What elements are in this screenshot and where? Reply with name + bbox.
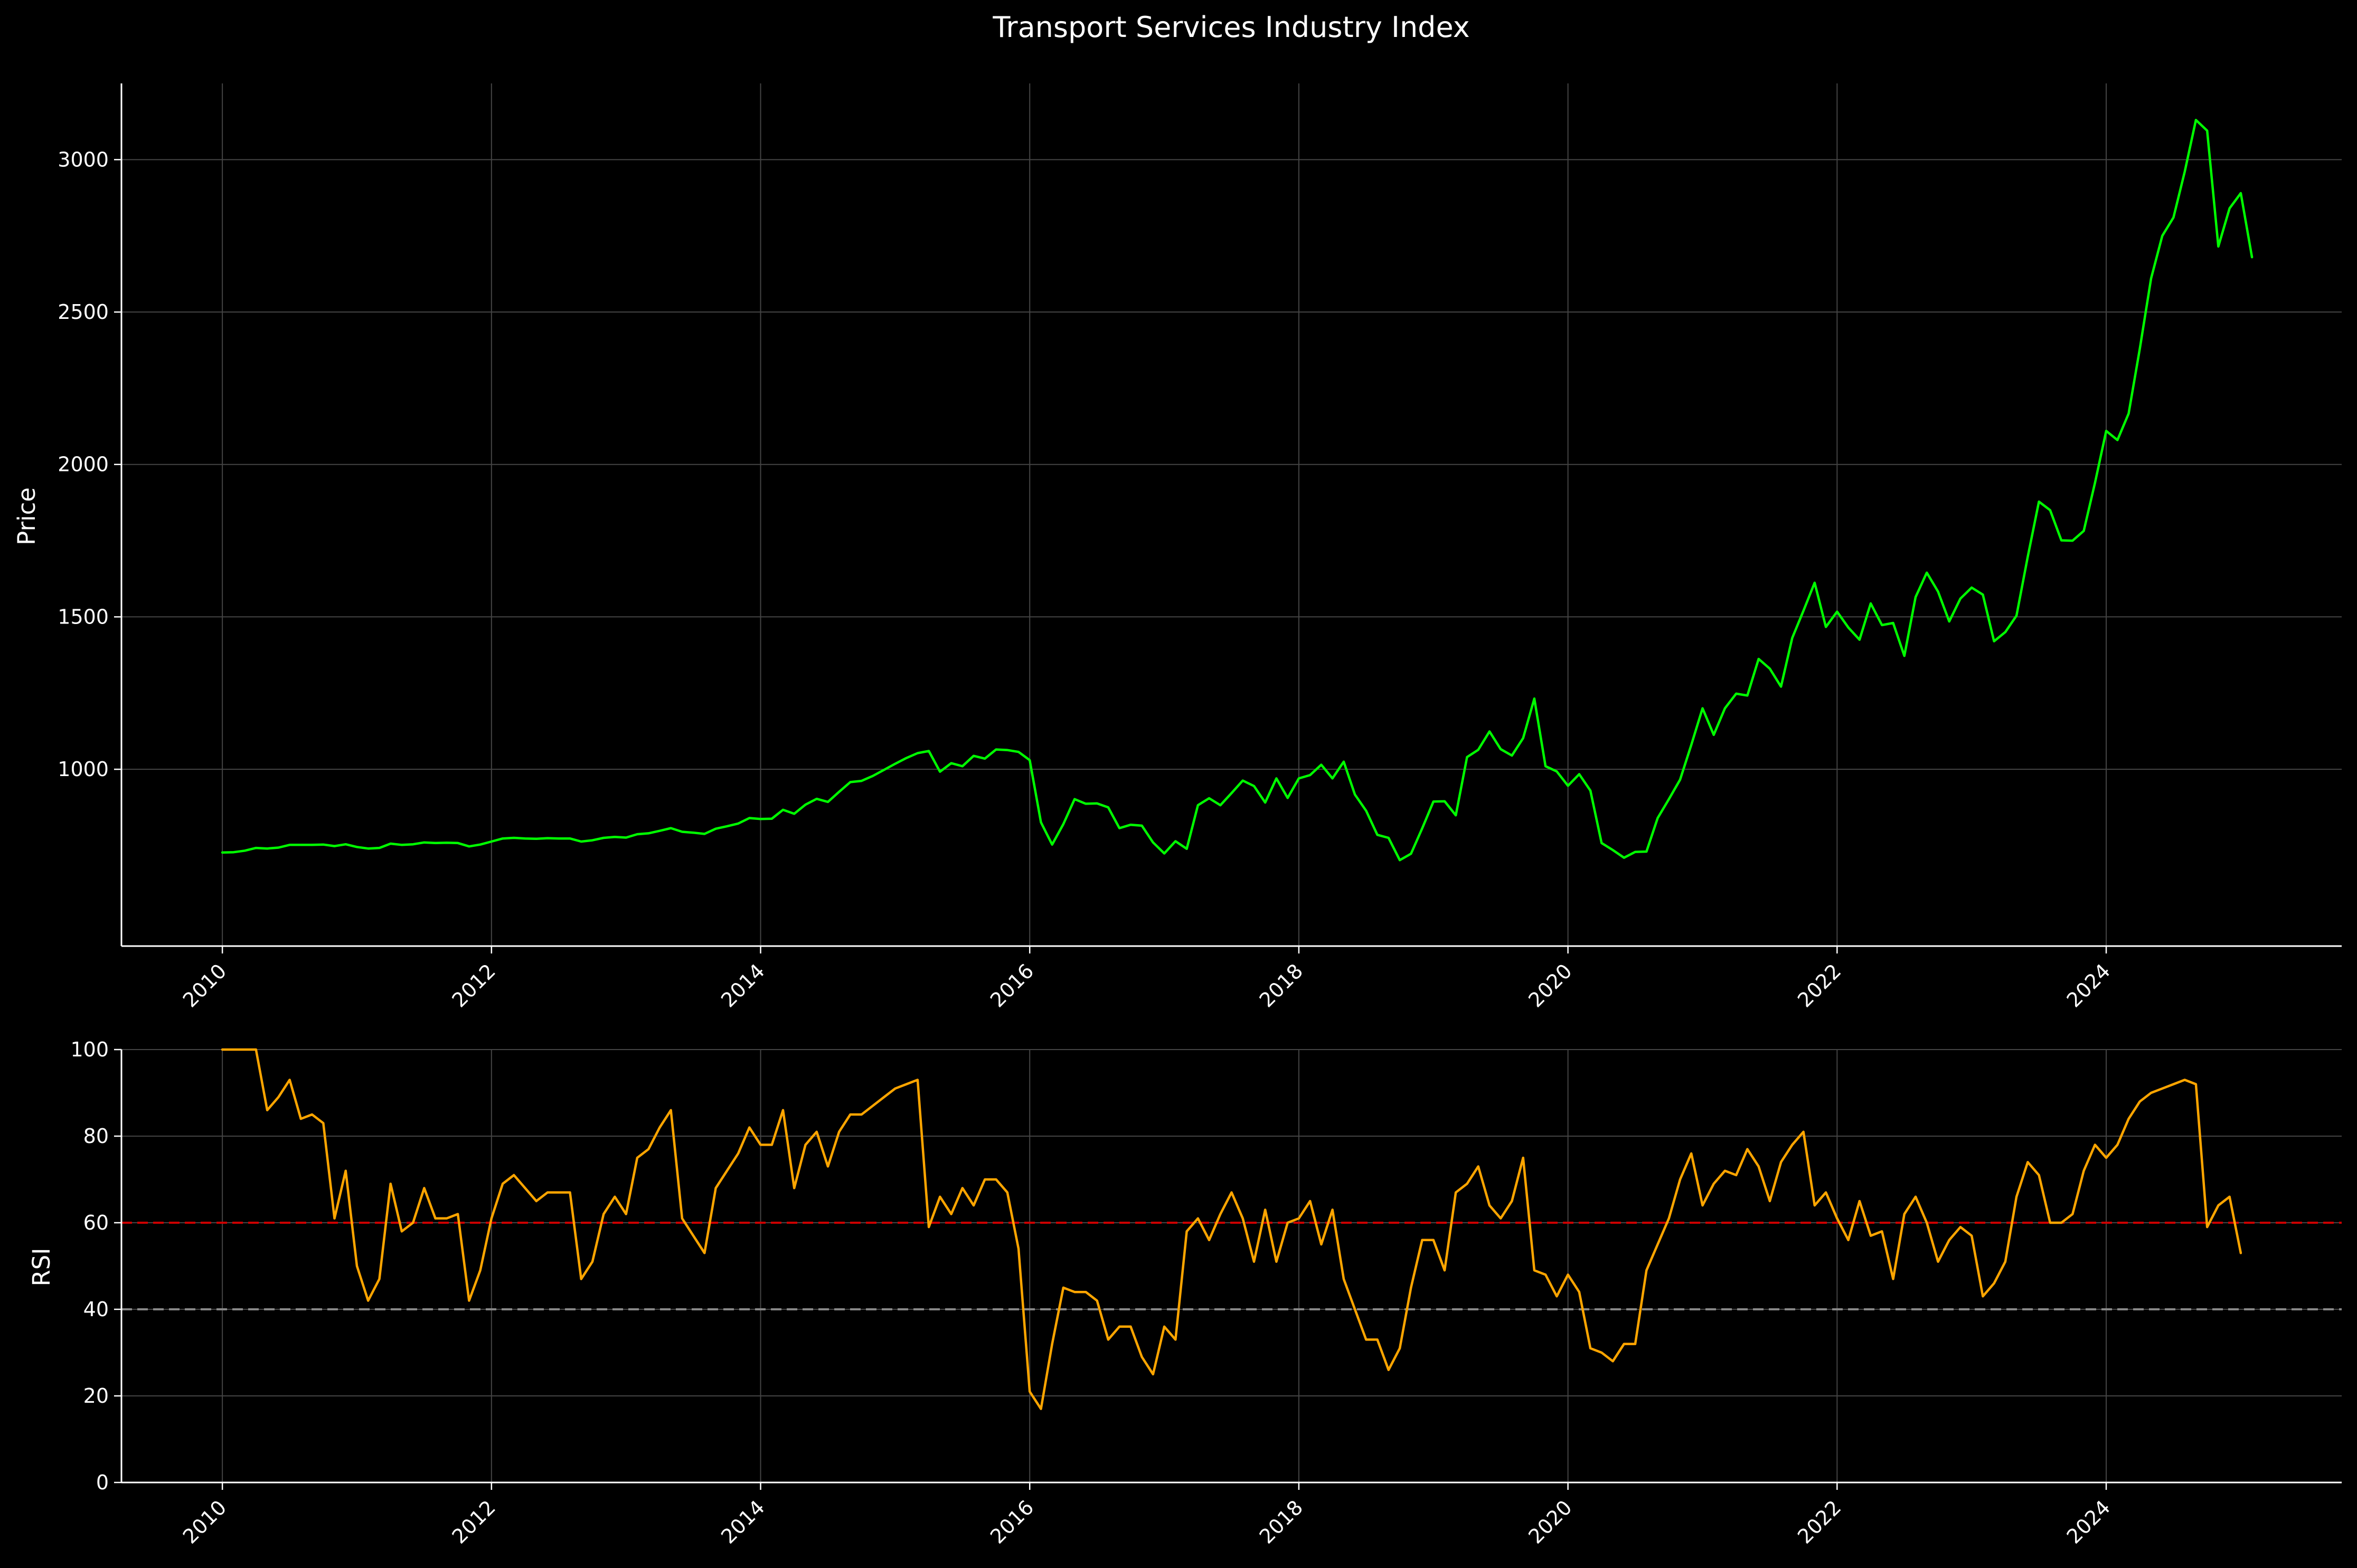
chart-title: Transport Services Industry Index [992, 11, 1469, 44]
price-y-tick-label: 2500 [58, 300, 109, 324]
price-y-tick-label: 2000 [58, 453, 109, 476]
rsi-y-tick-label: 20 [83, 1384, 109, 1408]
price-y-tick-label: 3000 [58, 148, 109, 171]
rsi-y-tick-label: 40 [83, 1298, 109, 1321]
rsi-y-tick-label: 60 [83, 1211, 109, 1234]
price-grid [121, 83, 2342, 946]
rsi-marks [121, 1048, 2342, 1410]
price-series-line [221, 119, 2254, 862]
rsi-y-tick-label: 80 [83, 1125, 109, 1148]
rsi-series-line [221, 1048, 2242, 1410]
rsi-y-tick-label: 100 [70, 1038, 109, 1061]
rsi-y-axis-label: RSI [27, 1248, 55, 1286]
rsi-y-tick-label: 0 [96, 1471, 109, 1494]
price-marks [221, 119, 2254, 862]
price-y-tick-label: 1000 [58, 758, 109, 781]
price-y-tick-label: 1500 [58, 605, 109, 628]
price-y-axis-label: Price [13, 487, 41, 545]
